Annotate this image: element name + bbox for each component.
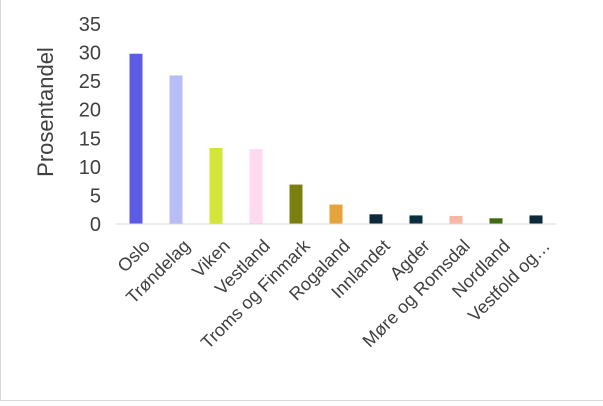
bar-8 xyxy=(449,216,463,224)
bar-3 xyxy=(249,149,263,224)
bar-4 xyxy=(289,184,303,224)
y-tick-label: 5 xyxy=(90,185,101,207)
bar-9 xyxy=(489,218,503,224)
bar-5 xyxy=(329,204,343,224)
bar-6 xyxy=(369,214,383,224)
y-axis-label: Prosentandel xyxy=(33,47,58,177)
y-tick-label: 35 xyxy=(79,14,101,36)
bar-0 xyxy=(129,53,143,224)
y-tick-label: 0 xyxy=(90,214,101,236)
y-tick-label: 10 xyxy=(79,157,101,179)
y-tick-label: 15 xyxy=(79,128,101,150)
bar-2 xyxy=(209,148,223,224)
y-tick-label: 25 xyxy=(79,71,101,93)
bar-10 xyxy=(529,215,543,224)
y-tick-label: 20 xyxy=(79,100,101,122)
y-tick-label: 30 xyxy=(79,43,101,65)
bar-1 xyxy=(169,75,183,224)
bar-7 xyxy=(409,215,423,224)
y-axis-ticks: 0 5 10 15 20 25 30 35 xyxy=(79,14,101,236)
bars xyxy=(129,53,543,224)
